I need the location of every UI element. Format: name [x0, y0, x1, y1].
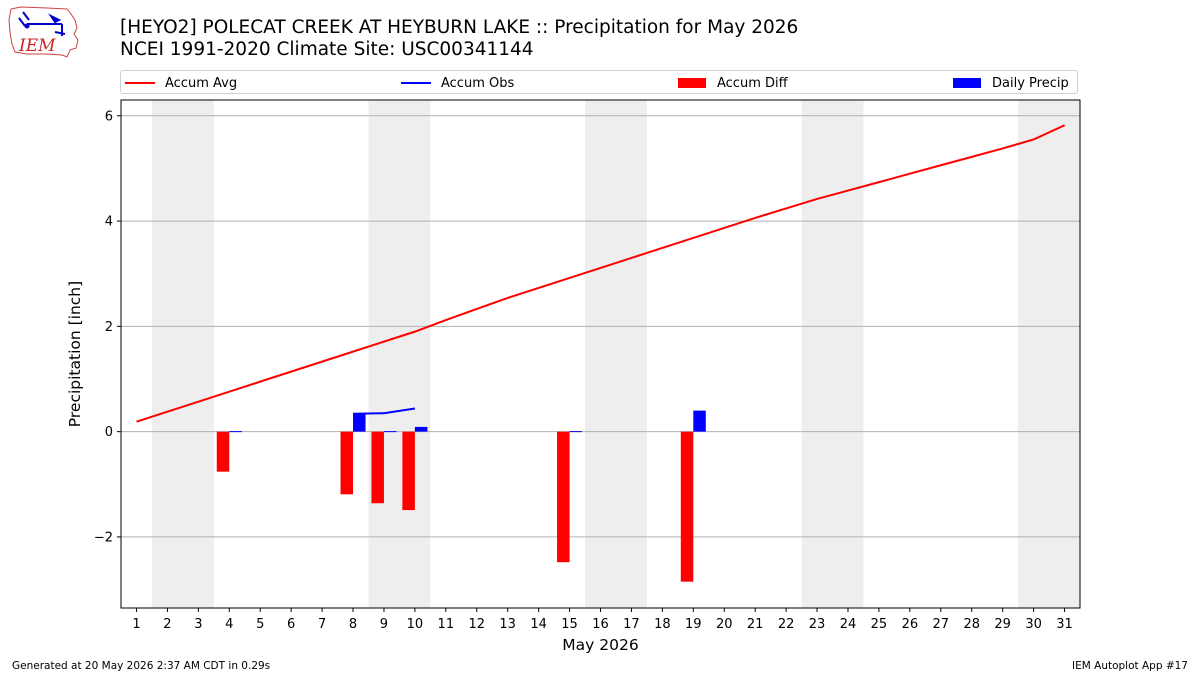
- footer-generated-text: Generated at 20 May 2026 2:37 AM CDT in …: [12, 660, 271, 672]
- x-tick-label: 21: [747, 617, 764, 632]
- x-axis-ticks: 1 2 3 4 5 6 7 8 9 10 11 12 13 14 15 16 17 18 19 20 21 22 23 24 2…: [132, 608, 1073, 632]
- x-tick-label: 2: [163, 617, 171, 632]
- logo-text: IEM: [18, 36, 56, 56]
- legend-label-accum-obs: Accum Obs: [441, 75, 515, 91]
- accum-avg-line: [136, 124, 1065, 423]
- y-tick-label: 0: [105, 425, 113, 440]
- legend: Accum Avg Accum Obs Accum Diff Daily Pre…: [120, 70, 1078, 94]
- legend-item-accum-diff: Accum Diff: [678, 71, 788, 95]
- accum-diff-bar: [402, 431, 415, 511]
- chart-title: [HEYO2] POLECAT CREEK AT HEYBURN LAKE ::…: [120, 17, 799, 38]
- iem-logo: IEM: [8, 6, 79, 58]
- x-tick-label: 12: [468, 617, 485, 632]
- x-tick-label: 14: [530, 617, 547, 632]
- legend-item-accum-avg: Accum Avg: [125, 71, 237, 95]
- y-gridlines: [121, 115, 1080, 538]
- y-tick-label: 2: [105, 320, 113, 335]
- weekend-band: [615, 100, 647, 608]
- x-tick-label: 17: [623, 617, 640, 632]
- bars: [216, 410, 706, 582]
- x-tick-label: 29: [994, 617, 1011, 632]
- x-tick-label: 18: [654, 617, 671, 632]
- station-dot-icon: [24, 23, 30, 29]
- x-tick-label: 27: [933, 617, 950, 632]
- x-tick-label: 20: [716, 617, 733, 632]
- y-axis-label: Precipitation [inch]: [66, 281, 84, 427]
- chart-subtitle: NCEI 1991-2020 Climate Site: USC00341144: [120, 39, 534, 60]
- accum-diff-bar: [216, 431, 230, 472]
- y-tick-label: −2: [94, 530, 113, 545]
- x-tick-label: 7: [318, 617, 326, 632]
- x-tick-label: 23: [809, 617, 826, 632]
- accum-obs-line: [352, 407, 416, 415]
- weekend-band: [399, 100, 431, 608]
- legend-swatch-daily-precip: [953, 78, 981, 88]
- legend-label-daily-precip: Daily Precip: [992, 75, 1069, 91]
- x-tick-label: 26: [902, 617, 919, 632]
- weekend-bands: [151, 100, 1080, 608]
- x-tick-label: 22: [778, 617, 795, 632]
- accum-diff-bar: [340, 431, 354, 495]
- x-tick-label: 28: [963, 617, 980, 632]
- accum-diff-bar: [557, 431, 570, 563]
- daily-precip-bar: [229, 431, 242, 433]
- weekend-band: [1018, 100, 1050, 608]
- state-outline-shape: [8, 6, 79, 58]
- legend-swatch-accum-obs: [401, 82, 431, 84]
- legend-label-accum-diff: Accum Diff: [717, 75, 788, 91]
- lines: [136, 124, 1065, 423]
- weekend-band: [151, 100, 183, 608]
- accum-diff-bar: [371, 431, 384, 504]
- x-tick-label: 16: [592, 617, 609, 632]
- legend-label-accum-avg: Accum Avg: [165, 75, 238, 91]
- x-axis-label: May 2026: [562, 636, 638, 654]
- x-tick-label: 15: [561, 617, 578, 632]
- legend-swatch-accum-avg: [125, 82, 155, 84]
- x-tick-label: 8: [349, 617, 357, 632]
- x-tick-label: 5: [256, 617, 264, 632]
- weekend-band: [832, 100, 864, 608]
- legend-item-accum-obs: Accum Obs: [401, 71, 514, 95]
- x-tick-label: 10: [407, 617, 424, 632]
- x-tick-label: 30: [1025, 617, 1042, 632]
- x-tick-label: 31: [1056, 617, 1073, 632]
- x-tick-label: 24: [840, 617, 857, 632]
- accum-diff-bar: [680, 431, 694, 582]
- footer-app-text: IEM Autoplot App #17: [1072, 660, 1188, 672]
- daily-precip-bar: [383, 431, 397, 433]
- x-tick-label: 4: [225, 617, 233, 632]
- daily-precip-bar: [353, 413, 366, 432]
- daily-precip-bar: [693, 410, 706, 432]
- x-tick-label: 19: [685, 617, 702, 632]
- x-tick-label: 9: [380, 617, 388, 632]
- x-tick-label: 25: [871, 617, 888, 632]
- weekend-band: [801, 100, 833, 608]
- x-tick-label: 3: [194, 617, 202, 632]
- y-axis-ticks: −2 0 2 4 6: [94, 109, 121, 545]
- weekend-band: [182, 100, 214, 608]
- weekend-band: [1049, 100, 1080, 608]
- x-tick-label: 13: [499, 617, 516, 632]
- daily-precip-bar: [569, 431, 583, 433]
- x-tick-label: 6: [287, 617, 295, 632]
- weekend-band: [585, 100, 616, 608]
- x-tick-label: 1: [132, 617, 140, 632]
- weekend-band: [368, 100, 400, 608]
- legend-swatch-accum-diff: [678, 78, 706, 88]
- y-tick-label: 6: [105, 109, 113, 124]
- x-tick-label: 11: [438, 617, 455, 632]
- daily-precip-bar: [414, 426, 428, 432]
- weather-station-icon: [18, 11, 66, 36]
- legend-item-daily-precip: Daily Precip: [953, 71, 1069, 95]
- y-tick-label: 4: [105, 215, 113, 230]
